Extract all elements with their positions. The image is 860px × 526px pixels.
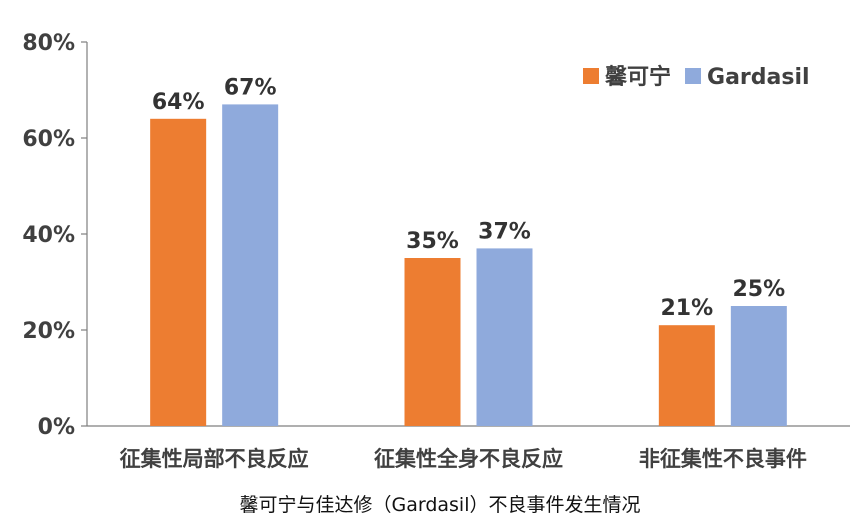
data-label: 21%	[660, 296, 713, 321]
chart-caption: 馨可宁与佳达修（Gardasil）不良事件发生情况	[239, 494, 640, 516]
legend-swatch	[583, 68, 599, 84]
data-label: 64%	[152, 90, 205, 115]
x-tick-label: 征集性局部不良反应	[120, 447, 309, 471]
x-tick-label: 非征集性不良事件	[639, 447, 807, 471]
bar	[476, 248, 533, 426]
legend: 馨可宁 Gardasil	[583, 64, 810, 90]
x-tick-label: 征集性全身不良反应	[374, 447, 563, 471]
bars	[150, 104, 787, 427]
x-axis: 征集性局部不良反应 征集性全身不良反应 非征集性不良事件	[87, 425, 850, 471]
y-tick-label: 40%	[22, 223, 75, 248]
data-labels: 64% 67% 35% 37% 21% 25%	[152, 75, 785, 321]
data-label: 37%	[478, 219, 531, 244]
bar	[658, 325, 715, 426]
y-tick-label: 80%	[22, 31, 75, 56]
y-tick-label: 20%	[22, 319, 75, 344]
bar	[222, 104, 279, 427]
bar	[404, 258, 461, 426]
y-tick-label: 60%	[22, 127, 75, 152]
legend-label: 馨可宁	[604, 64, 671, 90]
y-tick-label: 0%	[38, 415, 75, 440]
data-label: 35%	[406, 229, 459, 254]
bar	[150, 118, 207, 427]
legend-label: Gardasil	[707, 65, 810, 90]
data-label: 67%	[224, 75, 277, 100]
bar	[730, 306, 787, 426]
legend-swatch	[685, 68, 702, 84]
y-axis: 0% 20% 40% 60% 80%	[22, 31, 88, 440]
data-label: 25%	[732, 277, 785, 302]
